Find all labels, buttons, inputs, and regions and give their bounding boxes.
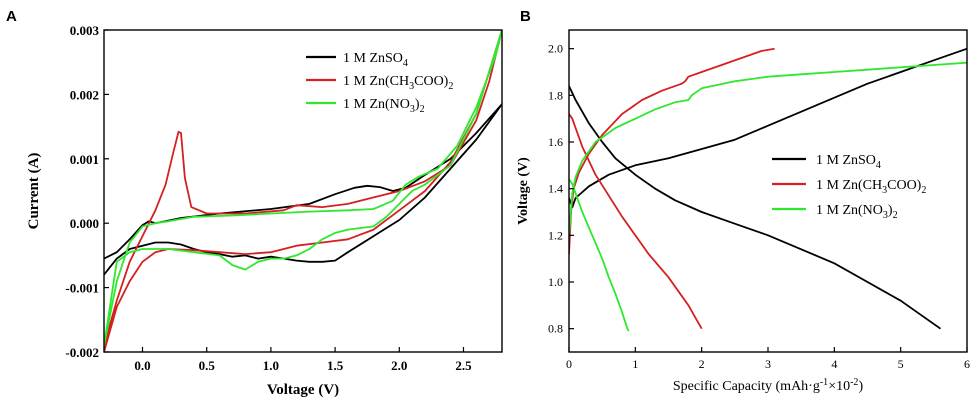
legend-label-znno3: 1 M Zn(NO3)2 [816,203,898,221]
panel-b-x-tick: 5 [898,357,904,371]
panel-a-y-tick: -0.002 [65,345,99,360]
panel-b-y-tick: 0.8 [548,322,563,336]
panel-a-y-tick: 0.000 [70,216,99,231]
panel-b-x-tick: 4 [831,357,837,371]
panel-a-x-tick: 1.5 [327,358,344,373]
panel-b-ticks [568,48,968,352]
panel-b-y-tick: 1.0 [548,275,563,289]
panel-b-x-tick: 3 [765,357,771,371]
panel-a-x-tick: 2.5 [455,358,472,373]
panel-a-y-tick: -0.001 [65,281,99,296]
panel-a-legend: 1 M ZnSO4 1 M Zn(CH3COO)2 1 M Zn(NO3)2 [306,51,453,115]
panel-a-y-tick: 0.003 [70,23,100,38]
panel-b-y-tick: 1.4 [548,182,563,196]
panel-b-y-tick: 1.8 [548,88,563,102]
panel-a-x-tick: 1.0 [263,358,279,373]
panel-b-x-tick: 0 [566,357,572,371]
panel-a-letter: A [6,8,17,25]
panel-b-x-tick: 1 [632,357,638,371]
panel-a-x-tick: 0.5 [199,358,216,373]
panel-a-frame [103,29,503,353]
panel-a-x-axis-title: Voltage (V) [267,382,339,398]
series-line-znso4-0 [569,85,942,330]
panel-a-curves [104,30,502,352]
panel-b-y-tick: 2.0 [548,42,563,56]
panel-b-x-axis-title: Specific Capacity (mAh·g-1×10-2) [673,377,864,394]
panel-a-ticks [104,29,465,353]
panel-b-letter: B [520,8,531,25]
panel-a-y-tick: 0.002 [70,87,99,102]
legend-label-znac: 1 M Zn(CH3COO)2 [343,74,453,92]
panel-a-x-tick: 2.0 [391,358,407,373]
series-line-znac-3 [569,47,775,255]
panel-b-x-tick: 6 [964,357,970,371]
series-line-znno3-5 [569,61,967,236]
panel-b-y-axis-title: Voltage (V) [516,157,531,225]
series-line-znso4-1 [569,47,967,209]
legend-label-znno3: 1 M Zn(NO3)2 [343,97,425,115]
legend-label-znso4: 1 M ZnSO4 [343,51,408,69]
panel-a-y-tick: 0.001 [70,152,99,167]
panel-b-y-tick: 1.2 [548,228,563,242]
panel-a-y-axis-title: Current (A) [26,153,42,230]
panel-b-legend: 1 M ZnSO4 1 M Zn(CH3COO)2 1 M Zn(NO3)2 [772,153,926,221]
series-line-znno3-4 [569,178,630,332]
panel-b: B 0 1 2 3 4 5 6 2.0 1.8 1.6 1.4 1.2 1.0 … [516,8,970,394]
panel-b-x-tick: 2 [699,357,705,371]
panel-b-y-tick: 1.6 [548,135,563,149]
legend-label-znac: 1 M Zn(CH3COO)2 [816,178,926,196]
legend-label-znso4: 1 M ZnSO4 [816,153,881,171]
panel-a-x-tick: 0.0 [134,358,150,373]
series-line-znac-2 [569,113,703,330]
panel-a: A 0.0 0.5 1.0 1.5 2.0 2.5 0.003 0.002 0.… [6,8,503,398]
series-line-znac-1 [104,30,502,352]
series-line-znno3-2 [104,30,502,346]
panel-b-curves [569,47,967,332]
